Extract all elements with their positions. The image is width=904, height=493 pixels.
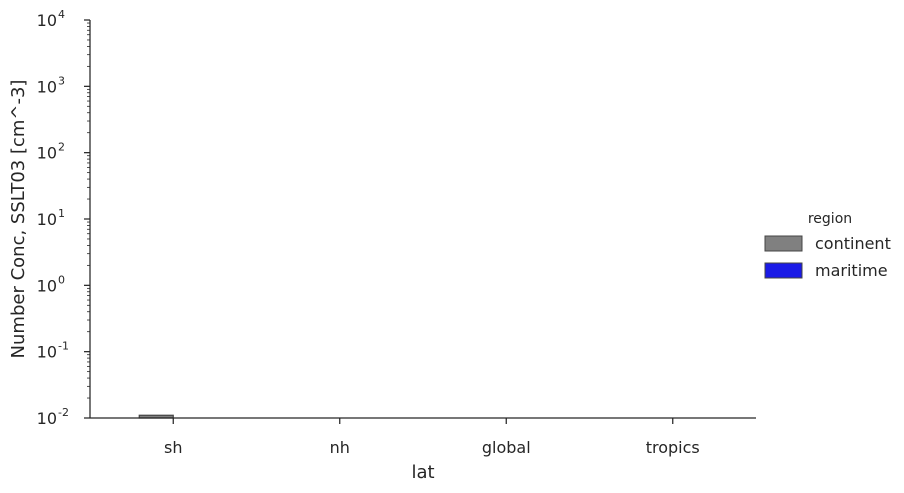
y-tick-label: 10 — [37, 77, 57, 96]
y-tick-label: 10 — [37, 11, 57, 30]
y-tick-label: 10 — [37, 210, 57, 229]
y-tick-exponent: 0 — [58, 273, 65, 286]
y-tick-exponent: -2 — [58, 406, 69, 419]
y-tick-exponent: 3 — [58, 74, 65, 87]
y-tick-label: 10 — [37, 144, 57, 163]
legend-swatch-maritime — [764, 262, 803, 279]
legend-label-maritime: maritime — [815, 261, 888, 280]
x-tick-label: tropics — [646, 438, 700, 457]
x-axis-ticks: sh nh global tropics — [164, 418, 700, 457]
y-tick-label: 10 — [37, 276, 57, 295]
y-tick-exponent: -1 — [58, 340, 69, 353]
legend-title: region — [808, 211, 852, 227]
y-tick-exponent: 1 — [58, 207, 65, 220]
y-tick-label: 10 — [37, 343, 57, 362]
x-tick-label: nh — [330, 438, 350, 457]
x-tick-label: sh — [164, 438, 182, 457]
y-tick-label: 10 — [37, 409, 57, 428]
y-axis-title: Number Conc, SSLT03 [cm^-3] — [8, 80, 29, 359]
legend-label-continent: continent — [815, 234, 891, 253]
y-tick-exponent: 4 — [58, 8, 65, 21]
x-axis-title: lat — [411, 462, 434, 483]
legend-swatch-continent — [764, 235, 803, 252]
y-tick-exponent: 2 — [58, 141, 65, 154]
legend: region continent maritime — [764, 211, 891, 280]
x-tick-label: global — [482, 438, 531, 457]
